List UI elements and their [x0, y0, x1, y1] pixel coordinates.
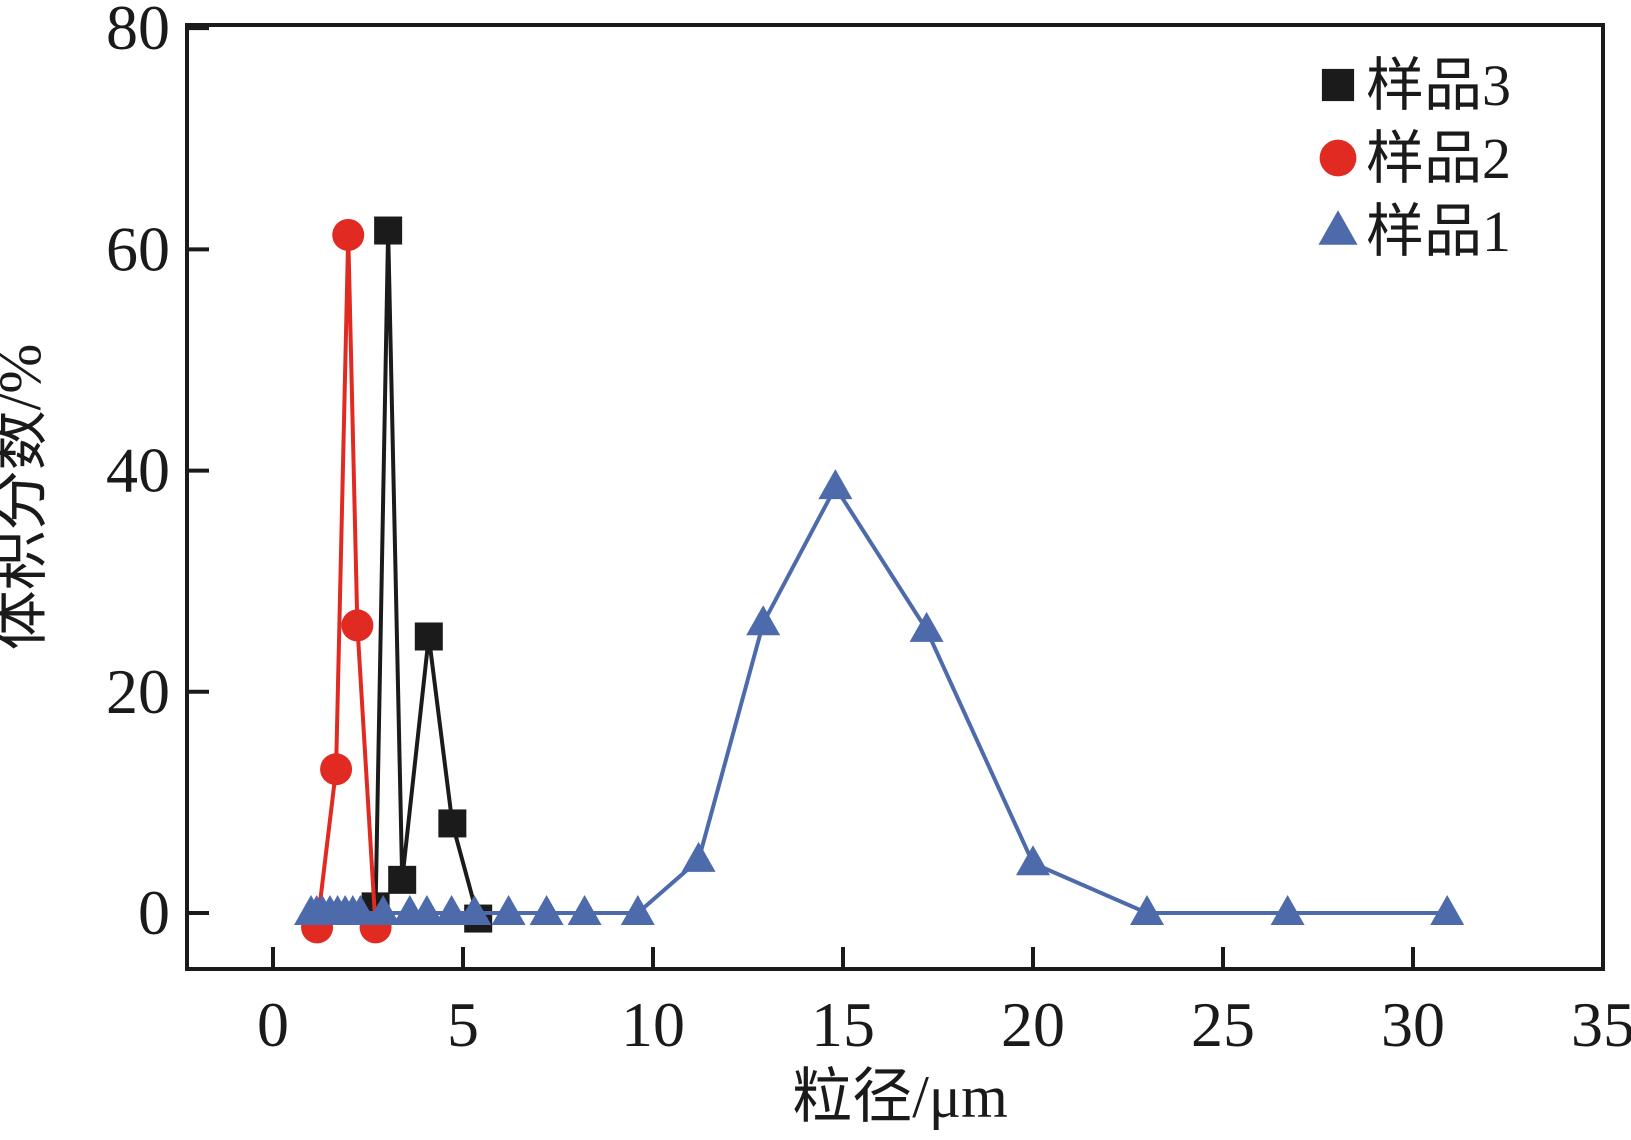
- y-tick-label: 60: [106, 213, 170, 284]
- series-样品1: [293, 469, 1465, 926]
- triangle-marker-icon: [818, 469, 853, 500]
- triangle-marker-icon: [366, 895, 401, 926]
- triangle-marker-icon: [620, 895, 655, 926]
- y-tick-label: 40: [106, 435, 170, 506]
- x-tick-label: 35: [1571, 989, 1631, 1060]
- legend-label: 样品3: [1366, 53, 1511, 118]
- legend: 样品3 样品2 样品1: [1318, 53, 1511, 264]
- legend-label: 样品1: [1366, 199, 1511, 264]
- series-layer: [293, 216, 1465, 944]
- x-axis: 0 5 10 15 20 25 30 35: [257, 947, 1631, 1060]
- y-tick-label: 0: [138, 877, 170, 948]
- triangle-marker-icon: [567, 895, 602, 926]
- x-tick-label: 15: [811, 989, 875, 1060]
- circle-marker-icon: [1319, 139, 1357, 177]
- triangle-marker-icon: [343, 895, 378, 926]
- triangle-marker-icon: [746, 605, 781, 636]
- series-line: [373, 228, 481, 921]
- circle-marker-icon: [332, 218, 365, 251]
- series-line: [308, 485, 1450, 916]
- x-tick-label: 0: [257, 989, 289, 1060]
- triangle-marker-icon: [1270, 895, 1305, 926]
- series-样品3: [361, 216, 493, 933]
- x-tick-label: 25: [1191, 989, 1255, 1060]
- square-marker-icon: [388, 865, 417, 894]
- triangle-marker-icon: [1129, 895, 1164, 926]
- x-tick-label: 5: [447, 989, 479, 1060]
- x-tick-label: 10: [621, 989, 685, 1060]
- legend-item-样品2: 样品2: [1319, 126, 1511, 191]
- square-marker-icon: [1321, 68, 1355, 102]
- triangle-marker-icon: [1015, 845, 1050, 876]
- square-marker-icon: [374, 216, 403, 245]
- triangle-marker-icon: [491, 895, 526, 926]
- triangle-marker-icon: [457, 895, 492, 926]
- triangle-marker-icon: [529, 895, 564, 926]
- y-tick-label: 20: [106, 656, 170, 727]
- circle-marker-icon: [341, 609, 374, 642]
- legend-label: 样品2: [1366, 126, 1511, 191]
- y-tick-label: 80: [106, 0, 170, 63]
- triangle-marker-icon: [409, 895, 444, 926]
- triangle-marker-icon: [681, 841, 716, 872]
- triangle-marker-icon: [1318, 210, 1358, 245]
- triangle-marker-icon: [909, 611, 944, 642]
- triangle-marker-icon: [434, 895, 469, 926]
- triangle-marker-icon: [1430, 895, 1465, 926]
- circle-marker-icon: [320, 753, 353, 786]
- y-axis: 0 20 40 60 80: [106, 0, 209, 948]
- series-line: [315, 232, 378, 930]
- legend-item-样品1: 样品1: [1318, 199, 1511, 264]
- legend-item-样品3: 样品3: [1321, 53, 1511, 118]
- x-axis-title: 粒径/μm: [792, 1064, 1008, 1130]
- x-tick-label: 30: [1381, 989, 1445, 1060]
- plot-border: [185, 23, 1605, 971]
- y-axis-title: 体积分数/%: [0, 344, 53, 651]
- plot-frame: [185, 23, 1605, 971]
- square-marker-icon: [414, 622, 443, 651]
- x-tick-label: 20: [1001, 989, 1065, 1060]
- square-marker-icon: [438, 809, 467, 838]
